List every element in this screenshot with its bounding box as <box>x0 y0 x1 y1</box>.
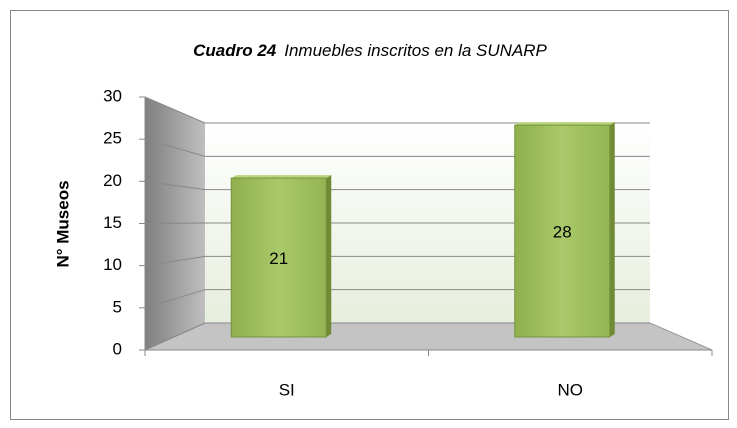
bar-front <box>230 177 327 338</box>
floor <box>144 322 713 351</box>
title-text: Inmuebles inscritos en la SUNARP <box>284 41 547 60</box>
title-number: Cuadro 24 <box>193 41 277 60</box>
y-tick-label: 10 <box>103 255 122 274</box>
y-axis-label: N° Museos <box>53 180 72 267</box>
bar <box>514 122 615 338</box>
y-tick-label: 30 <box>103 86 122 105</box>
y-tick-label: 5 <box>113 297 122 316</box>
bar-front <box>514 124 611 338</box>
grid-line <box>144 289 206 309</box>
bar-side <box>326 175 332 337</box>
x-tick-label: SI <box>279 380 295 399</box>
chart-title: Cuadro 24 Inmuebles inscritos en la SUNAR… <box>193 41 547 60</box>
x-tick-label: NO <box>558 380 584 399</box>
bar-side <box>609 122 615 337</box>
grid-line <box>144 180 206 191</box>
y-tick-label: 20 <box>103 171 122 190</box>
bar <box>230 175 332 338</box>
value-label: 28 <box>553 223 572 242</box>
value-label: 21 <box>269 249 288 268</box>
grid-line <box>144 222 206 224</box>
bar-top <box>514 122 615 126</box>
grid-line <box>144 96 206 124</box>
y-tick-label: 25 <box>103 129 122 148</box>
y-tick-label: 15 <box>103 213 122 232</box>
bar-top <box>231 175 332 179</box>
grid-line <box>144 138 206 157</box>
y-tick-label: 0 <box>113 339 122 358</box>
grid-line <box>144 255 206 267</box>
grid-line <box>144 322 206 351</box>
